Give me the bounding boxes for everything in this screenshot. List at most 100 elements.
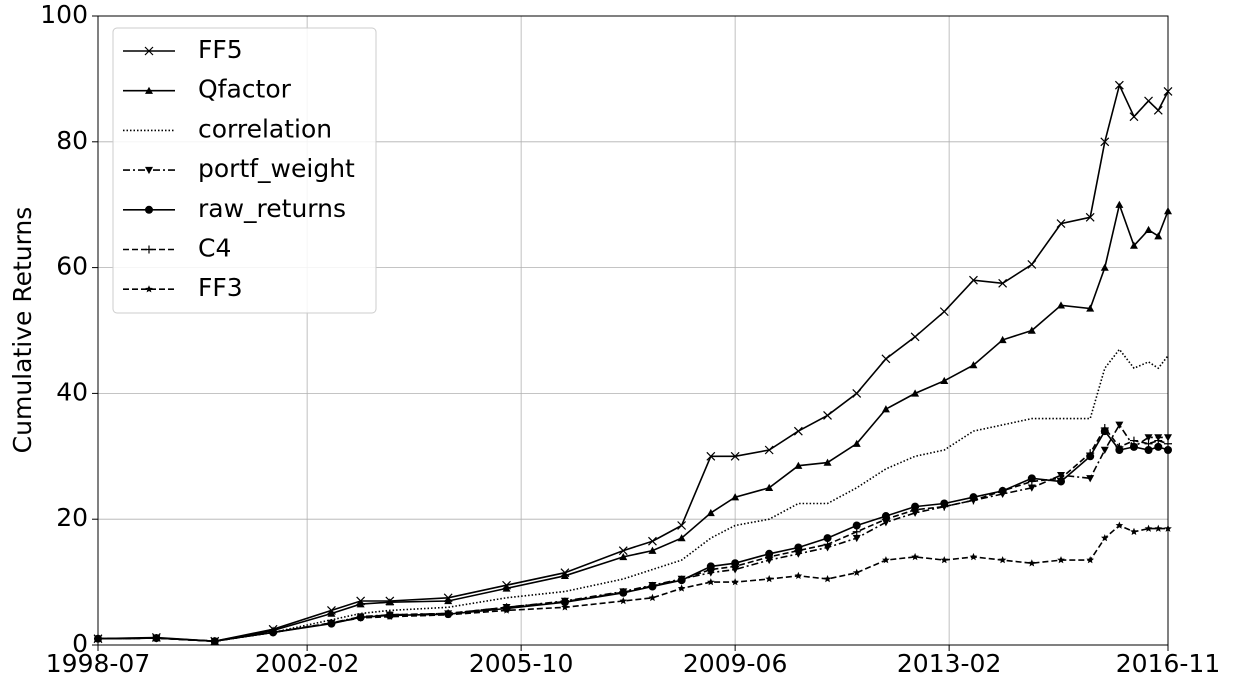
marker [852,439,861,447]
marker [1153,105,1163,115]
marker [731,562,740,571]
marker [823,575,832,583]
legend-label: C4 [198,234,231,263]
y-tick-label: 100 [40,0,88,29]
line [97,423,1168,643]
series [94,521,1172,645]
marker [648,593,657,602]
marker [1086,304,1095,312]
marker [1144,96,1153,106]
marker [1086,475,1095,483]
marker [998,486,1007,495]
marker [152,634,161,642]
marker [765,483,774,491]
marker [793,426,803,436]
marker [940,556,949,564]
marker [794,571,803,579]
marker [677,521,687,530]
marker [1085,212,1095,222]
marker [1115,200,1124,208]
marker [911,552,919,561]
marker [144,46,154,56]
marker [1086,449,1095,458]
marker [1027,326,1036,334]
marker [940,502,949,511]
marker [1154,232,1163,240]
marker [852,521,861,530]
marker [1027,484,1036,492]
series [94,421,1172,646]
x-tick-label: 1998-07 [46,649,150,678]
marker [731,493,740,501]
marker [998,556,1007,564]
marker [706,451,716,461]
marker [764,445,774,455]
marker [969,496,978,505]
x-tick-label: 2016-11 [1116,649,1220,678]
marker [1057,301,1065,309]
marker [1057,556,1065,564]
marker [765,575,773,583]
line [97,524,1168,643]
plot-frame [97,15,1169,646]
marker [1129,241,1138,249]
marker [1115,521,1124,529]
marker [1115,421,1124,429]
marker [1144,439,1153,448]
y-tick-label: 60 [56,252,88,281]
series [94,427,1172,646]
marker [619,588,628,597]
line [97,426,1169,643]
marker [910,332,920,342]
marker [145,245,153,254]
marker [1057,474,1065,483]
marker [707,578,715,586]
marker [823,534,832,543]
marker [1027,477,1036,486]
marker [823,458,832,466]
marker [911,389,920,397]
marker [385,598,394,606]
marker [210,637,219,645]
marker [648,581,657,590]
marker [998,335,1007,344]
marker [1028,559,1036,567]
y-tick-label: 40 [56,377,88,406]
marker [1164,524,1172,532]
x-tick-label: 2002-02 [255,649,359,678]
marker [765,552,774,561]
marker [1144,225,1153,234]
legend-label: FF5 [198,35,243,64]
marker [1115,442,1124,451]
marker [1130,527,1138,535]
marker [940,376,949,385]
y-tick-label: 20 [56,503,88,532]
marker [969,275,978,285]
x-tick-label: 2009-06 [683,649,787,678]
marker [560,571,569,580]
marker [882,556,890,564]
marker [677,534,686,542]
marker [794,546,803,555]
marker [969,361,978,369]
marker [881,354,891,364]
marker [386,612,394,620]
marker [444,610,452,618]
marker [706,508,715,517]
marker [730,451,740,461]
marker [502,584,511,592]
marker [881,405,890,413]
marker [145,166,153,175]
marker [823,410,832,420]
legend-label: Qfactor [198,75,292,104]
legend-label: portf_weight [198,154,355,183]
marker [1100,263,1109,271]
marker [1144,446,1153,455]
marker [327,609,336,617]
marker [939,307,949,317]
marker [1100,423,1109,432]
marker [852,527,861,536]
marker [648,536,657,546]
marker [145,205,153,214]
